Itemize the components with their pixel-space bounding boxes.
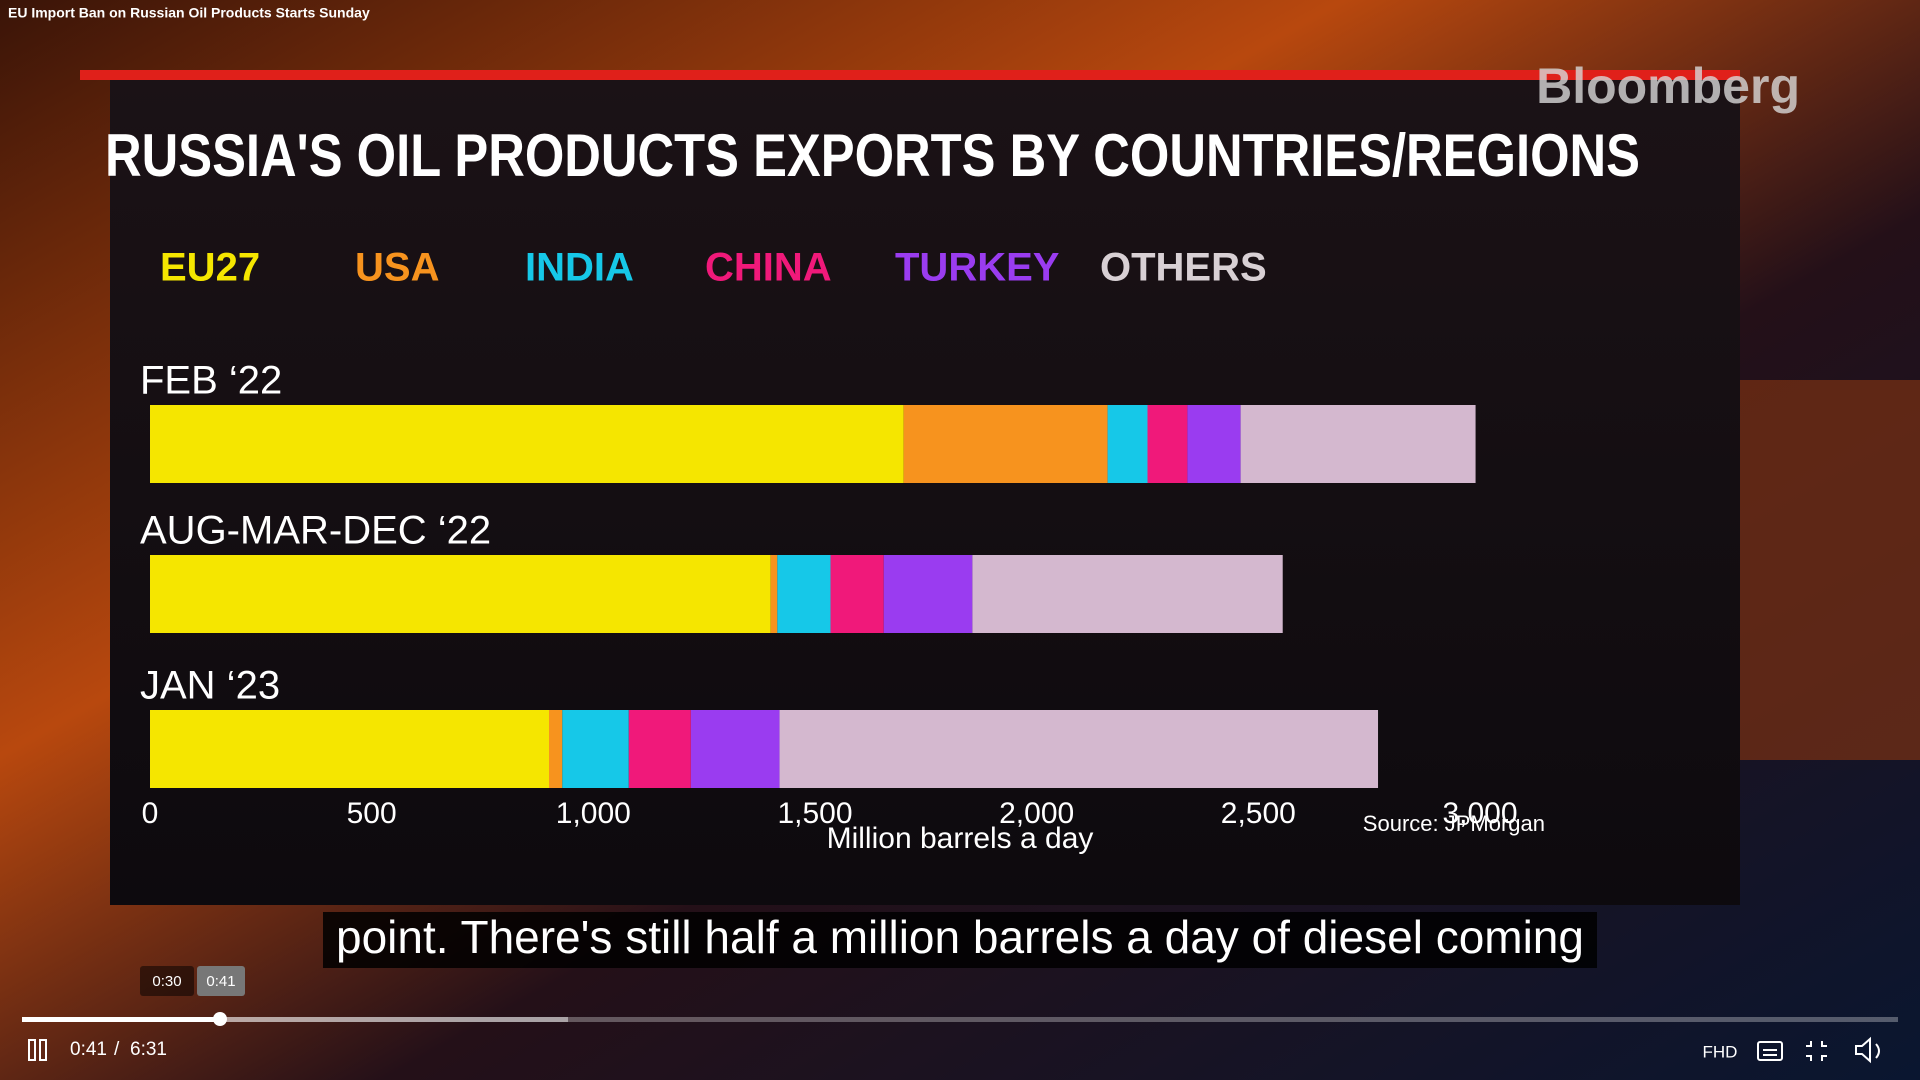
- time-separator: /: [114, 1039, 120, 1060]
- captions-icon: [1757, 1041, 1783, 1061]
- bar-segment: [150, 405, 904, 483]
- subtitle-background: [323, 912, 1597, 968]
- progress-knob[interactable]: [213, 1012, 227, 1026]
- bar-segment: [972, 555, 1283, 633]
- bar-segment: [628, 710, 691, 788]
- progress-track[interactable]: [22, 1017, 1898, 1022]
- bar-segment: [150, 710, 549, 788]
- subtitle: point. There's still half a million barr…: [336, 911, 1584, 963]
- bar-segment: [150, 555, 771, 633]
- legend-entry: CHINA: [705, 246, 832, 290]
- bar-segment: [1187, 405, 1241, 483]
- chart-title: RUSSIA'S OIL PRODUCTS EXPORTS BY COUNTRI…: [105, 122, 1640, 189]
- captions-button[interactable]: [1757, 1041, 1783, 1061]
- bar-segment: [562, 710, 629, 788]
- preview-tooltip: [140, 966, 194, 996]
- hover-time: 0:41: [206, 973, 235, 990]
- x-tick-label: 500: [347, 797, 397, 830]
- bar-segment: [1107, 405, 1148, 483]
- x-tick-label: 1,000: [556, 797, 631, 830]
- progress-buffered: [22, 1017, 568, 1022]
- x-tick-label: 2,000: [999, 797, 1074, 830]
- category-label: AUG-MAR-DEC ‘22: [140, 509, 491, 553]
- duration: 6:31: [130, 1039, 167, 1060]
- current-time: 0:41: [70, 1039, 107, 1060]
- preview-time: 0:30: [152, 973, 181, 990]
- pause-button[interactable]: [28, 1039, 47, 1061]
- x-tick-label: 3,000: [1442, 797, 1517, 830]
- legend-entry: OTHERS: [1100, 246, 1267, 290]
- category-label: JAN ‘23: [140, 664, 280, 708]
- source-note: Source: JPMorgan: [1363, 811, 1545, 836]
- progress-played: [22, 1017, 220, 1022]
- bar-segment: [549, 710, 563, 788]
- pause-icon: [39, 1039, 47, 1061]
- bar-segment: [779, 710, 1379, 788]
- bar-segment: [830, 555, 884, 633]
- bar-segment: [690, 710, 780, 788]
- red-stripe: [80, 70, 1740, 80]
- watermark: Bloomberg: [1536, 58, 1800, 114]
- bar-segment: [770, 555, 778, 633]
- bar-segment: [903, 405, 1108, 483]
- bar-segment: [1240, 405, 1476, 483]
- legend-entry: EU27: [160, 246, 260, 290]
- volume-button[interactable]: [1855, 1036, 1880, 1064]
- x-tick-label: 2,500: [1221, 797, 1296, 830]
- x-axis-label: Million barrels a day: [827, 822, 1094, 855]
- legend-entry: INDIA: [525, 246, 634, 290]
- category-label: FEB ‘22: [140, 359, 282, 403]
- quality-button[interactable]: FHD: [1703, 1042, 1738, 1061]
- legend-entry: USA: [355, 246, 439, 290]
- legend-entry: TURKEY: [895, 246, 1060, 290]
- bar-segment: [1147, 405, 1188, 483]
- pause-icon: [28, 1039, 36, 1061]
- hover-tooltip: [197, 966, 245, 996]
- bar-segment: [883, 555, 973, 633]
- x-tick-label: 0: [142, 797, 159, 830]
- x-tick-label: 1,500: [777, 797, 852, 830]
- fullscreen-button[interactable]: [1806, 1041, 1827, 1061]
- video-title: EU Import Ban on Russian Oil Products St…: [8, 5, 370, 21]
- bar-segment: [777, 555, 831, 633]
